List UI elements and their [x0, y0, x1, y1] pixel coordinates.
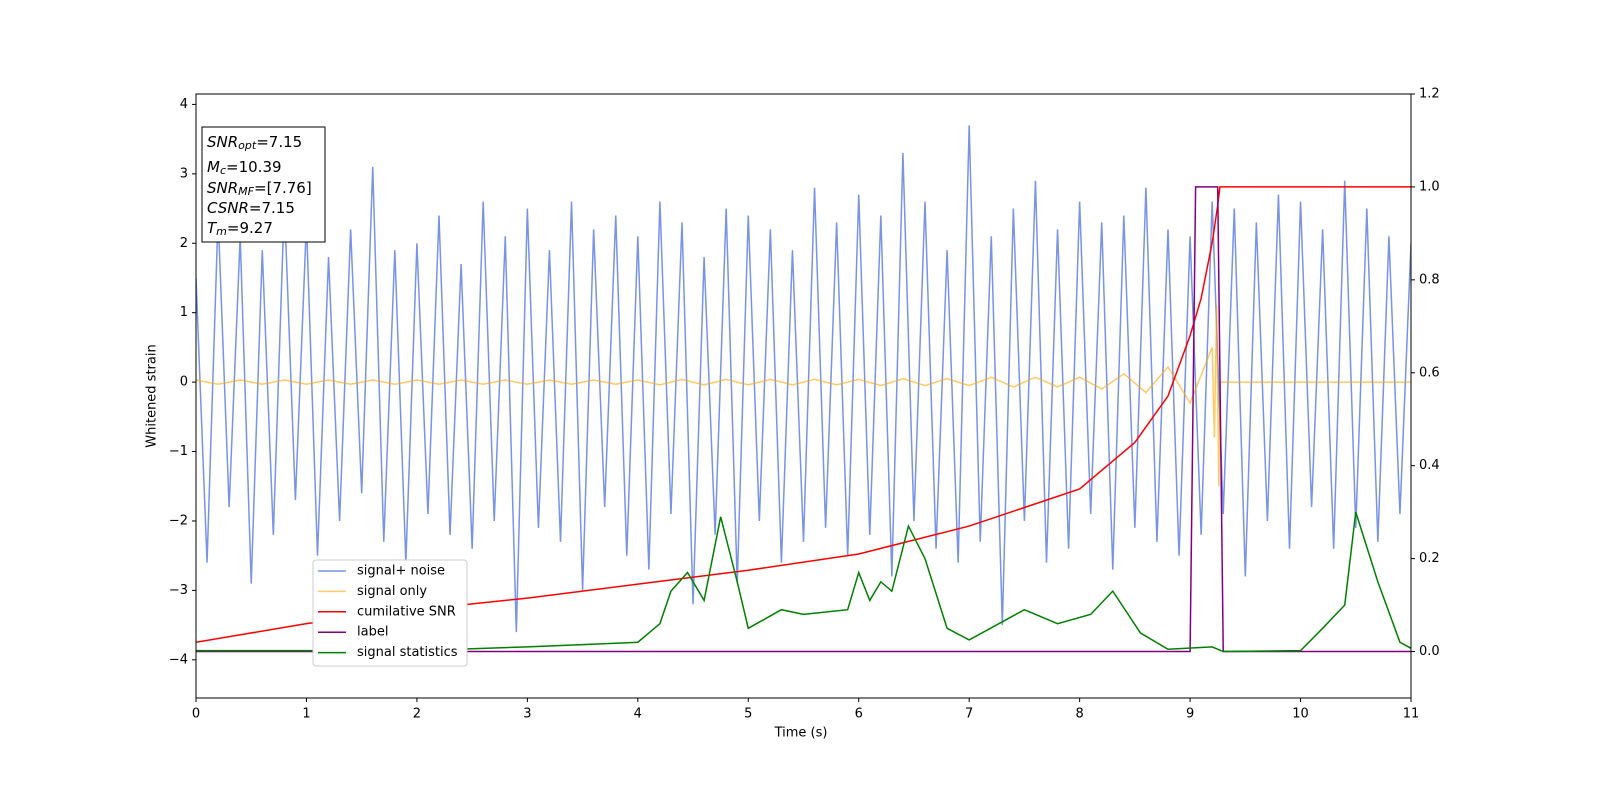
legend-label: cumilative SNR: [357, 604, 456, 619]
x-tick-label: 10: [1292, 707, 1309, 722]
y-tick-label: −1: [169, 444, 188, 459]
x-axis-label: Time (s): [774, 726, 828, 741]
series-line: [196, 125, 1411, 633]
y-tick-label: 3: [180, 166, 188, 181]
legend-label: signal only: [357, 584, 427, 599]
x-tick-label: 0: [192, 707, 200, 722]
y2-tick-label: 0.6: [1419, 365, 1440, 380]
plot-frame: [195, 93, 1412, 699]
y-tick-label: −4: [169, 652, 188, 667]
x-tick-label: 9: [1186, 707, 1194, 722]
y2-tick-label: 0.2: [1419, 551, 1440, 566]
x-tick-label: 1: [302, 707, 310, 722]
y2-tick-label: 1.2: [1419, 87, 1440, 102]
annotation-symbol: M: [207, 158, 220, 176]
x-tick-label: 6: [855, 707, 863, 722]
annotation-value: =[7.76]: [254, 179, 312, 197]
y-tick-label: 1: [180, 305, 188, 320]
annotation-value: =9.27: [227, 219, 273, 237]
annotation-line: SNRMF=[7.76]: [207, 179, 312, 199]
series-line: [196, 511, 1411, 653]
annotation-subscript: opt: [238, 139, 257, 152]
annotation-subscript: c: [220, 164, 226, 177]
y2-tick-label: 0.0: [1419, 644, 1440, 659]
annotation-line: CSNR=7.15: [207, 199, 295, 217]
legend-label: signal statistics: [357, 645, 458, 660]
annotation-subscript: m: [216, 225, 227, 238]
y-tick-label: 0: [180, 375, 188, 390]
x-tick-label: 2: [413, 707, 421, 722]
legend-label: signal+ noise: [357, 564, 445, 579]
y2-tick-label: 0.8: [1419, 272, 1440, 287]
x-tick-label: 5: [744, 707, 752, 722]
annotation-symbol: CSNR: [207, 199, 249, 217]
y2-tick-label: 0.4: [1419, 458, 1440, 473]
x-tick-label: 11: [1403, 707, 1420, 722]
annotation-value: =7.15: [249, 199, 295, 217]
annotation-value: =7.15: [256, 133, 302, 151]
x-tick-label: 3: [523, 707, 531, 722]
annotation-line: Tm=9.27: [207, 219, 273, 239]
y-tick-label: −3: [169, 583, 188, 598]
annotation-value: =10.39: [226, 158, 282, 176]
series-line: [196, 305, 1411, 487]
legend-label: label: [357, 625, 388, 640]
x-tick-label: 7: [965, 707, 973, 722]
annotation-line: Mc=10.39: [207, 158, 282, 178]
y-axis-label: Whitened strain: [145, 344, 160, 447]
y-tick-label: 4: [180, 97, 188, 112]
y-tick-label: 2: [180, 236, 188, 251]
annotation-line: SNRopt=7.15: [207, 133, 302, 153]
annotation-symbol: SNR: [207, 179, 238, 197]
annotation-symbol: SNR: [207, 133, 238, 151]
annotation-symbol: T: [207, 219, 218, 237]
series-line: [196, 186, 1411, 643]
annotation-subscript: MF: [238, 185, 254, 198]
x-tick-label: 8: [1075, 707, 1083, 722]
legend-box: [312, 559, 468, 667]
x-tick-label: 4: [634, 707, 642, 722]
y2-tick-label: 1.0: [1419, 179, 1440, 194]
annotation-box: [201, 126, 326, 243]
y-tick-label: −2: [169, 513, 188, 528]
